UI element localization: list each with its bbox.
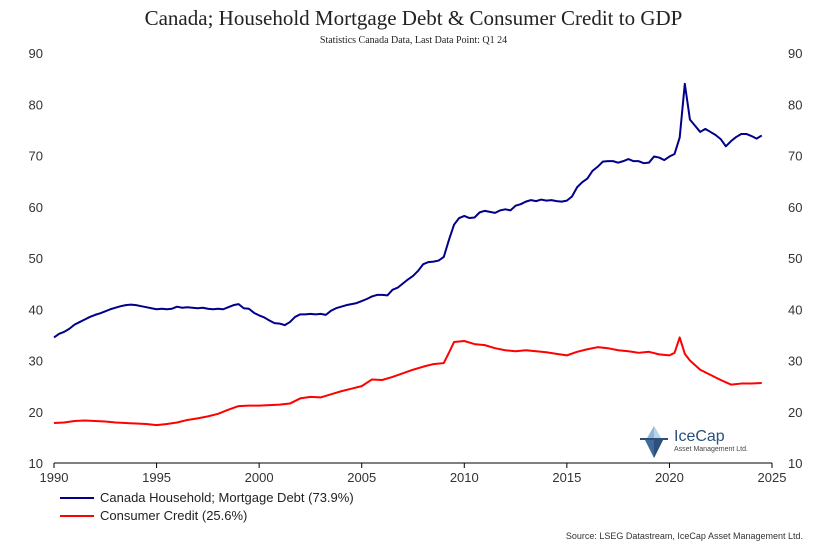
icecap-logo: IceCap Asset Management Ltd. xyxy=(638,424,748,460)
y-tick-label-left: 60 xyxy=(29,200,43,215)
y-tick-label-right: 40 xyxy=(788,302,802,317)
x-tick-label: 2000 xyxy=(245,470,274,485)
y-tick-label-right: 70 xyxy=(788,149,802,164)
y-tick-label-left: 20 xyxy=(29,405,43,420)
chart-series-lines xyxy=(53,82,763,427)
chart-title: Canada; Household Mortgage Debt & Consum… xyxy=(144,6,683,30)
series-line-1 xyxy=(53,336,762,427)
x-tick-label: 1995 xyxy=(142,470,171,485)
legend-swatch-consumer xyxy=(60,514,94,517)
legend-label-mortgage: Canada Household; Mortgage Debt (73.9%) xyxy=(100,490,354,505)
logo-name: IceCap xyxy=(674,428,725,445)
y-tick-label-left: 10 xyxy=(29,456,43,471)
x-tick-label: 2005 xyxy=(347,470,376,485)
y-tick-label-left: 50 xyxy=(29,251,43,266)
x-tick-label: 2010 xyxy=(450,470,479,485)
y-tick-label-right: 90 xyxy=(788,46,802,61)
chart-subtitle: Statistics Canada Data, Last Data Point:… xyxy=(319,35,508,46)
y-tick-label-right: 20 xyxy=(788,405,802,420)
series-line-0 xyxy=(53,82,763,339)
y-tick-label-left: 70 xyxy=(29,149,43,164)
y-tick-label-right: 80 xyxy=(788,97,802,112)
x-tick-label: 2020 xyxy=(655,470,684,485)
x-tick-label: 2025 xyxy=(758,470,787,485)
legend-label-consumer: Consumer Credit (25.6%) xyxy=(100,508,248,523)
legend-item-mortgage-debt: Canada Household; Mortgage Debt (73.9%) xyxy=(60,490,354,505)
y-tick-label-right: 50 xyxy=(788,251,802,266)
y-tick-label-right: 60 xyxy=(788,200,802,215)
x-tick-label: 2015 xyxy=(552,470,581,485)
logo-tagline: Asset Management Ltd. xyxy=(674,446,748,453)
source-note: Source: LSEG Datastream, IceCap Asset Ma… xyxy=(565,531,803,541)
iceberg-icon xyxy=(640,426,668,458)
legend-item-consumer-credit: Consumer Credit (25.6%) xyxy=(60,508,247,523)
y-tick-label-right: 10 xyxy=(788,456,802,471)
x-tick-label: 1990 xyxy=(40,470,69,485)
y-tick-label-left: 80 xyxy=(29,97,43,112)
y-tick-label-left: 90 xyxy=(29,46,43,61)
y-tick-label-left: 40 xyxy=(29,302,43,317)
y-tick-label-right: 30 xyxy=(788,354,802,369)
y-tick-label-left: 30 xyxy=(29,354,43,369)
legend-swatch-mortgage xyxy=(60,496,94,499)
